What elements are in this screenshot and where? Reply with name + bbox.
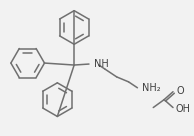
Text: NH: NH	[94, 59, 109, 69]
Text: NH₂: NH₂	[142, 83, 161, 93]
Text: O: O	[177, 86, 185, 96]
Text: OH: OH	[176, 103, 191, 114]
